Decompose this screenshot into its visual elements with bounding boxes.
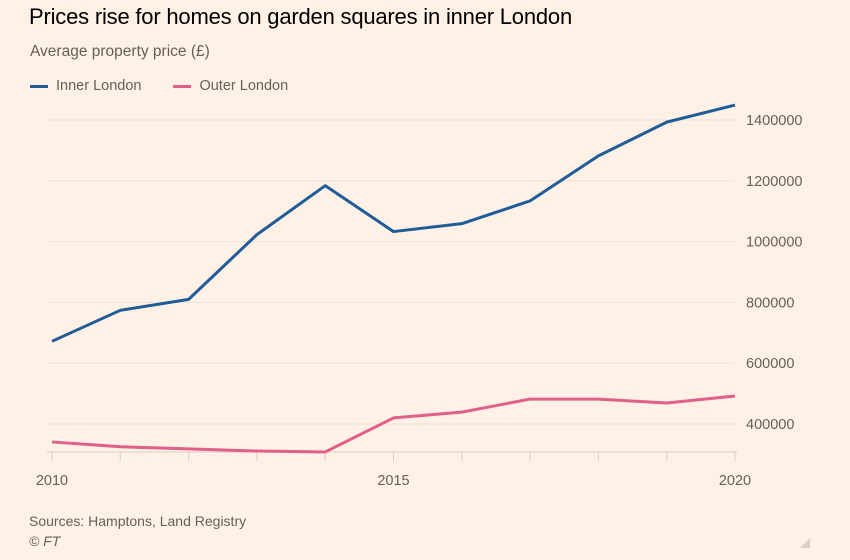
y-tick-label: 1000000 — [746, 235, 802, 251]
legend-label-inner-london: Inner London — [56, 78, 142, 94]
resize-handle-icon — [800, 538, 810, 548]
legend-label-outer-london: Outer London — [199, 78, 289, 94]
x-tick-label: 2020 — [719, 473, 751, 489]
copyright-credit: © FT — [29, 533, 61, 549]
legend-item-inner-london: Inner London — [30, 78, 141, 94]
y-tick-label: 600000 — [746, 356, 794, 372]
y-tick-label: 800000 — [746, 295, 794, 311]
source-note: Sources: Hamptons, Land Registry — [29, 513, 247, 529]
series-line-inner-london — [51, 103, 736, 343]
y-tick-label: 400000 — [746, 417, 794, 433]
legend: Inner London Outer London — [30, 78, 288, 94]
chart-subtitle: Average property price (£) — [30, 43, 210, 60]
legend-item-outer-london: Outer London — [173, 78, 288, 94]
legend-swatch-inner-london — [30, 84, 48, 88]
y-tick-label: 1200000 — [746, 174, 802, 190]
x-tick-label: 2010 — [36, 473, 68, 489]
x-tick-label: 2015 — [377, 473, 409, 489]
legend-swatch-outer-london — [173, 84, 192, 88]
y-tick-label: 1400000 — [746, 113, 802, 129]
chart-title: Prices rise for homes on garden squares … — [29, 4, 572, 29]
